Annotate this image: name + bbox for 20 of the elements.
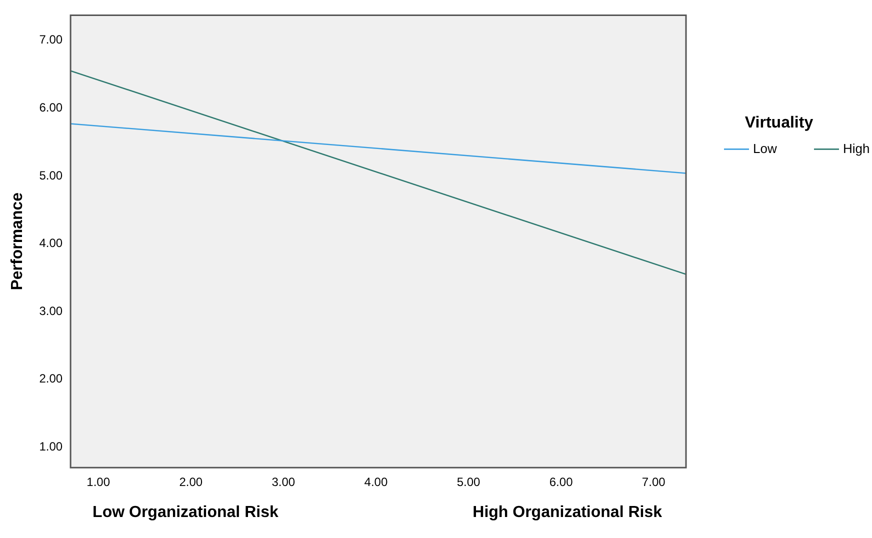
x-tick-label: 1.00 xyxy=(86,475,110,490)
y-tick-label: 6.00 xyxy=(39,100,63,114)
legend-label: Low xyxy=(753,140,778,156)
x-tick-label: 4.00 xyxy=(364,475,388,490)
y-tick-label: 3.00 xyxy=(39,304,63,318)
x-tick-label: 2.00 xyxy=(179,475,203,490)
legend-label: High xyxy=(843,140,870,156)
x-tick-label: 7.00 xyxy=(642,475,666,490)
x-tick-label: 6.00 xyxy=(549,475,574,490)
y-tick-label: 1.00 xyxy=(39,440,63,454)
text: Low Organizational Risk xyxy=(92,504,278,522)
x-tick-label: 5.00 xyxy=(456,475,481,490)
y-tick-label: 7.00 xyxy=(39,32,63,47)
y-tick-label: 5.00 xyxy=(39,168,63,182)
x-tick-label: 3.00 xyxy=(272,475,296,490)
text: High Organizational Risk xyxy=(472,504,662,522)
y-axis-title: Performance xyxy=(9,192,26,290)
y-tick-label: 2.00 xyxy=(39,372,63,386)
y-tick-label: 4.00 xyxy=(39,236,63,250)
legend-title: Virtuality xyxy=(744,114,814,132)
